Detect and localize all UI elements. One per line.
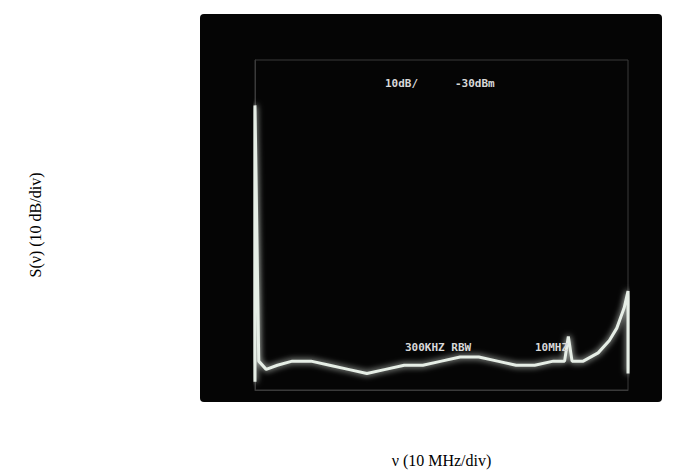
svg-text:10dB/: 10dB/ [385,77,418,90]
svg-text:300KHZ RBW: 300KHZ RBW [405,341,472,354]
svg-text:ν (10 MHz/div): ν (10 MHz/div) [392,452,492,470]
svg-text:10MHZ: 10MHZ [535,341,568,354]
svg-text:-30dBm: -30dBm [455,77,495,90]
svg-text:S(ν) (10 dB/div): S(ν) (10 dB/div) [27,172,45,277]
